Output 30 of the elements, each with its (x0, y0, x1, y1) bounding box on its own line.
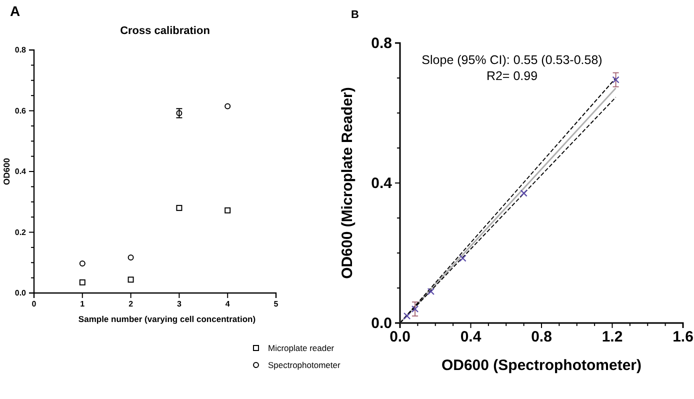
x-tick-label: 0.0 (390, 328, 410, 346)
x-tick-label: 1.2 (602, 328, 623, 346)
y-tick-label: 0.4 (14, 167, 27, 176)
chart-title: Cross calibration (120, 25, 210, 37)
x-tick-label: 1.6 (672, 328, 694, 346)
x-tick-label: 3 (176, 300, 182, 309)
y-tick-label: 0.8 (371, 34, 392, 52)
annotation: Slope (95% CI): 0.55 (0.53-0.58) (422, 53, 602, 67)
legend-label: Spectrophotometer (268, 360, 340, 370)
text: B (351, 9, 359, 21)
x-tick-label: 0.4 (460, 328, 482, 346)
y-tick-label: 0.4 (371, 174, 393, 192)
y-tick-label: 0.0 (14, 288, 27, 298)
y-tick-label: 0.0 (371, 314, 392, 332)
x-axis-title: Sample number (varying cell concentration) (78, 314, 256, 324)
x-axis-title: OD600 (Spectrophotometer) (441, 357, 642, 374)
annotation: R2= 0.99 (486, 69, 538, 83)
legend-label: Microplate reader (268, 343, 334, 353)
text: A (10, 3, 20, 19)
x-tick-label: 4 (225, 300, 230, 309)
x-tick-label: 0 (32, 300, 37, 309)
y-tick-label: 0.2 (14, 228, 27, 237)
x-tick-label: 1 (80, 300, 86, 309)
y-axis-title: OD600 (1, 158, 12, 185)
x-tick-label: 5 (274, 300, 279, 309)
y-tick-label: 0.8 (14, 46, 27, 55)
x-tick-label: 2 (128, 300, 134, 309)
y-tick-label: 0.6 (14, 106, 27, 116)
y-axis-title: OD600 (Microplate Reader) (338, 87, 356, 279)
x-tick-label: 0.8 (531, 328, 552, 346)
